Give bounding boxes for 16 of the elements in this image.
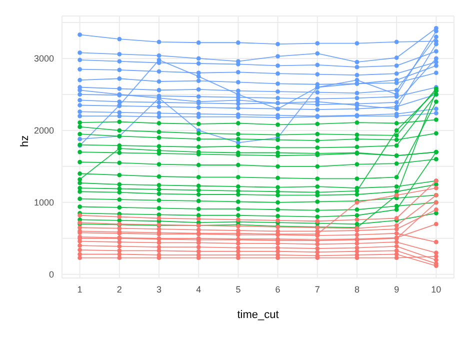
y-tick-label: 2000 [34, 126, 54, 136]
x-tick-label: 7 [314, 284, 320, 294]
x-tick-label: 2 [116, 284, 122, 294]
x-tick-label: 10 [431, 284, 442, 294]
y-axis-title: hz [18, 135, 31, 147]
x-tick-label: 9 [394, 284, 400, 294]
x-tick-label: 6 [275, 284, 280, 294]
x-axis-title: time_cut [237, 309, 279, 321]
y-tick-label: 0 [48, 270, 54, 280]
x-tick-label: 4 [196, 284, 202, 294]
x-tick-label: 5 [236, 284, 241, 294]
y-tick-label: 1000 [34, 198, 54, 208]
x-tick-label: 1 [77, 284, 82, 294]
y-tick-label: 3000 [34, 54, 54, 64]
x-tick-label: 3 [156, 284, 162, 294]
x-tick-label: 8 [354, 284, 360, 294]
